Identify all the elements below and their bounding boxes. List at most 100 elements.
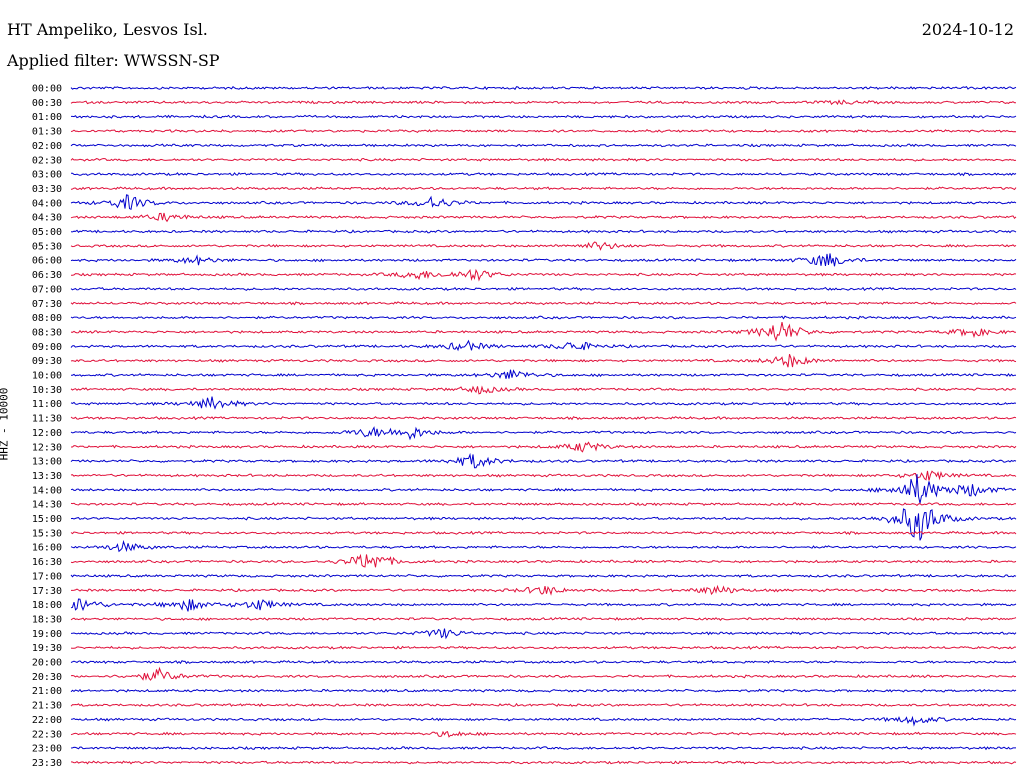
time-tick-label: 00:30 <box>32 98 62 109</box>
trace-line <box>70 746 1016 751</box>
time-tick-label: 15:00 <box>32 514 62 525</box>
trace-line <box>70 186 1017 191</box>
trace-line <box>70 354 1017 368</box>
time-tick-label: 23:30 <box>32 758 62 769</box>
time-tick-label: 07:30 <box>32 299 62 310</box>
time-tick-label: 06:00 <box>32 256 62 267</box>
time-tick-label: 22:00 <box>32 715 62 726</box>
trace-line <box>70 157 1017 162</box>
trace-line <box>70 474 1017 504</box>
trace-line <box>70 598 1017 612</box>
time-tick-label: 19:30 <box>32 643 62 654</box>
time-tick-label: 05:30 <box>32 241 62 252</box>
trace-line <box>70 268 1017 282</box>
time-tick-label: 10:00 <box>32 371 62 382</box>
time-tick-label: 15:30 <box>32 528 62 539</box>
time-tick-label: 03:00 <box>32 170 62 181</box>
time-tick-label: 04:00 <box>32 198 62 209</box>
time-tick-label: 18:00 <box>32 600 62 611</box>
trace-line <box>70 212 1017 223</box>
trace-line <box>70 286 1017 292</box>
trace-line <box>70 85 1017 91</box>
time-tick-label: 01:00 <box>32 112 62 123</box>
time-tick-label: 02:00 <box>32 141 62 152</box>
filter-label: Applied filter: WWSSN-SP <box>7 51 220 70</box>
station-title: HT Ampeliko, Lesvos Isl. <box>7 20 208 39</box>
time-tick-label: 16:30 <box>32 557 62 568</box>
time-tick-label: 17:30 <box>32 586 62 597</box>
trace-line <box>70 99 1016 106</box>
trace-line <box>71 584 1017 596</box>
time-tick-label: 18:30 <box>32 614 62 625</box>
trace-line <box>70 508 1017 541</box>
time-tick-label: 07:00 <box>32 284 62 295</box>
time-tick-label: 13:30 <box>32 471 62 482</box>
trace-line <box>70 415 1017 421</box>
time-tick-label: 21:00 <box>32 686 62 697</box>
time-tick-label: 00:00 <box>32 84 62 95</box>
time-tick-label: 19:00 <box>32 629 62 640</box>
trace-line <box>70 396 1017 410</box>
time-tick-label: 14:00 <box>32 485 62 496</box>
trace-line <box>70 129 1017 134</box>
trace-line <box>70 730 1017 738</box>
time-tick-label: 20:30 <box>32 672 62 683</box>
time-tick-label: 06:30 <box>32 270 62 281</box>
time-tick-label: 12:00 <box>32 428 62 439</box>
time-tick-label: 23:00 <box>32 744 62 755</box>
time-tick-label: 12:30 <box>32 442 62 453</box>
trace-line <box>70 470 1017 481</box>
time-tick-label: 05:00 <box>32 227 62 238</box>
trace-line <box>70 452 1017 469</box>
time-tick-label: 11:30 <box>32 414 62 425</box>
trace-line <box>70 315 1017 320</box>
time-tick-label: 08:30 <box>32 327 62 338</box>
trace-line <box>70 385 1017 395</box>
time-tick-label: 10:30 <box>32 385 62 396</box>
time-tick-label: 03:30 <box>32 184 62 195</box>
trace-line <box>70 530 1017 536</box>
trace-line <box>70 616 1017 622</box>
trace-line <box>70 369 1017 379</box>
time-tick-label: 09:30 <box>32 356 62 367</box>
time-tick-label: 14:30 <box>32 500 62 511</box>
trace-line <box>71 441 1017 453</box>
time-tick-label: 13:00 <box>32 457 62 468</box>
date-label: 2024-10-12 <box>921 20 1014 39</box>
trace-line <box>70 143 1017 148</box>
time-tick-label: 04:30 <box>32 213 62 224</box>
time-tick-label: 16:00 <box>32 543 62 554</box>
trace-line <box>70 229 1017 234</box>
trace-line <box>70 194 1017 211</box>
trace-line <box>70 573 1017 578</box>
trace-line <box>70 322 1016 342</box>
trace-line <box>70 301 1017 306</box>
time-tick-label: 01:30 <box>32 127 62 138</box>
trace-line <box>70 715 1017 727</box>
time-tick-label: 20:00 <box>32 658 62 669</box>
time-tick-label: 17:00 <box>32 571 62 582</box>
time-tick-label: 08:00 <box>32 313 62 324</box>
time-tick-label: 11:00 <box>32 399 62 410</box>
trace-line <box>70 666 1017 681</box>
trace-line <box>70 659 1017 665</box>
trace-line <box>70 688 1017 693</box>
trace-line <box>70 760 1017 765</box>
time-tick-label: 22:30 <box>32 729 62 740</box>
trace-line <box>70 426 1017 441</box>
trace-line <box>70 339 1017 352</box>
trace-line <box>70 645 1017 650</box>
trace-line <box>70 628 1017 640</box>
trace-line <box>70 553 1017 568</box>
trace-line <box>71 172 1017 177</box>
trace-line <box>70 502 1017 507</box>
trace-line <box>71 114 1017 119</box>
time-tick-label: 21:30 <box>32 701 62 712</box>
trace-line <box>70 253 1017 267</box>
trace-line <box>70 241 1017 251</box>
time-tick-label: 02:30 <box>32 155 62 166</box>
trace-line <box>70 539 1017 553</box>
time-tick-label: 09:00 <box>32 342 62 353</box>
trace-line <box>70 702 1017 708</box>
